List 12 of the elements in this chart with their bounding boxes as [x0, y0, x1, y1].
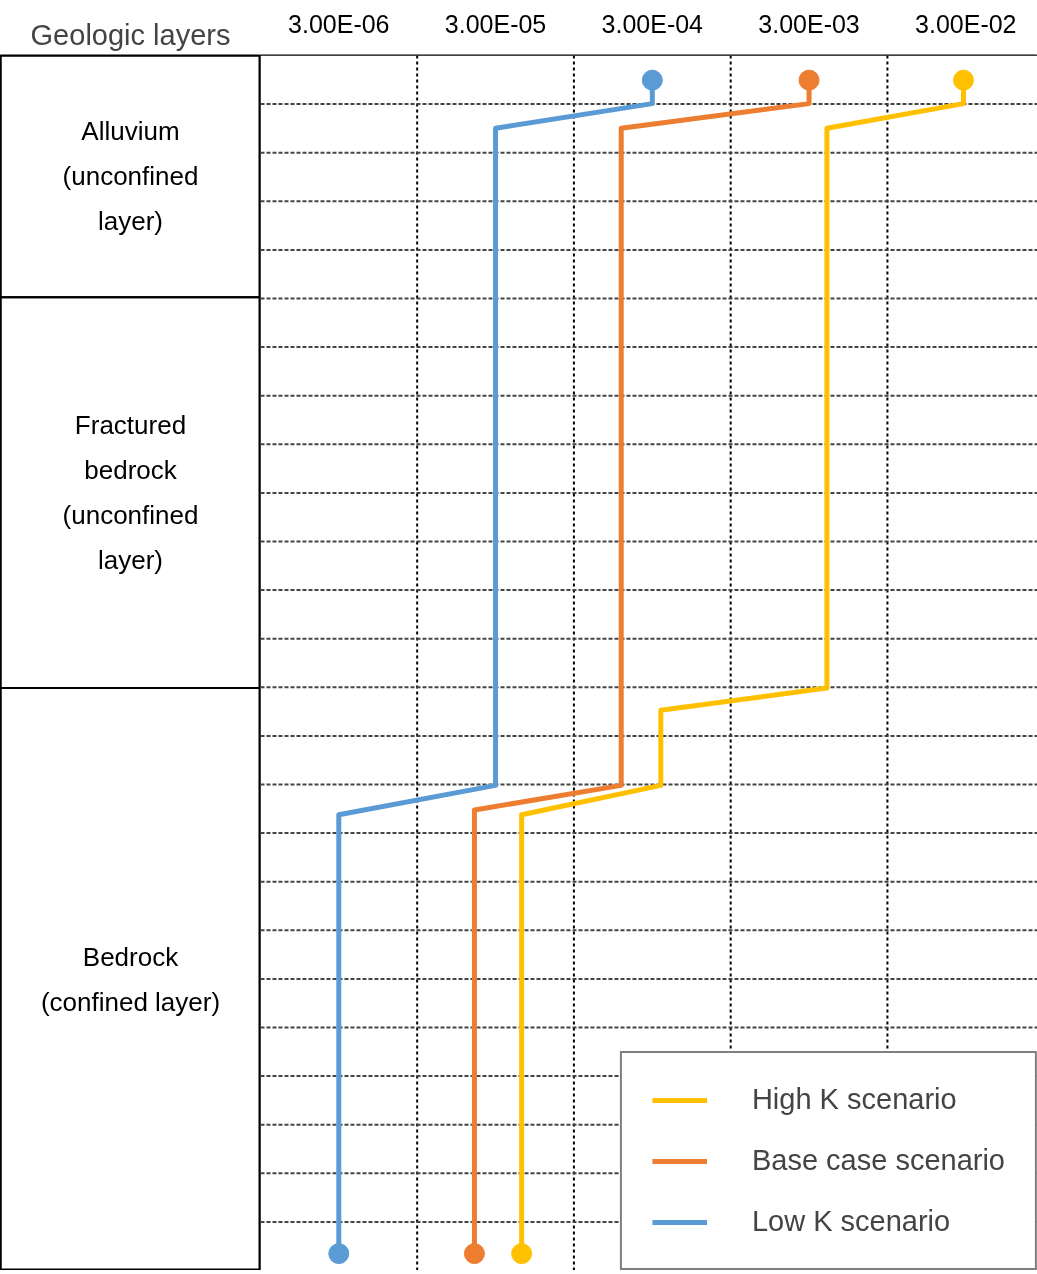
legend-label: High K scenario [751, 1083, 957, 1116]
y-axis-title: Geologic layers [30, 18, 231, 51]
band-label: Alluvium (unconfined layer) [62, 116, 199, 237]
legend-label: Low K scenario [751, 1205, 951, 1238]
x-tick-label: 3.00E-02 [915, 9, 1017, 38]
x-tick-label: 3.00E-04 [601, 9, 704, 38]
x-tick-label: 3.00E-06 [288, 9, 390, 38]
x-tick-label: 3.00E-05 [444, 9, 547, 38]
x-tick-label: 3.00E-03 [758, 9, 860, 38]
band-label: Bedrock (confined layer) [40, 941, 221, 1017]
legend-label: Base case scenario [751, 1144, 1005, 1177]
band-label: Fractured bedrock (unconfined layer) [62, 410, 199, 576]
